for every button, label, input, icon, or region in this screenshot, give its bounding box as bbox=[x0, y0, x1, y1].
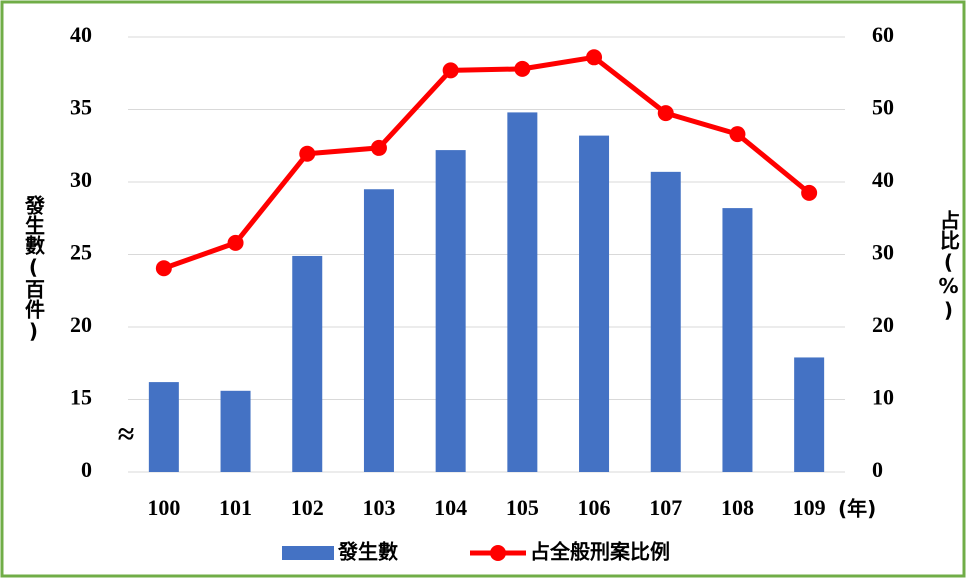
line-marker bbox=[801, 184, 818, 201]
bar bbox=[220, 390, 251, 472]
legend-label: 發生數 bbox=[337, 540, 398, 564]
line-marker bbox=[586, 49, 603, 66]
x-unit-label: (年) bbox=[838, 497, 876, 521]
y2-tick-label: 10 bbox=[872, 385, 894, 410]
y-tick-label: 20 bbox=[70, 312, 92, 337]
bar bbox=[148, 382, 179, 472]
bar bbox=[722, 208, 753, 472]
line-marker bbox=[514, 60, 531, 77]
y-tick-label: 0 bbox=[81, 457, 92, 482]
bar bbox=[579, 135, 610, 472]
x-tick-label: 106 bbox=[578, 495, 611, 520]
x-tick-label: 105 bbox=[506, 495, 539, 520]
x-tick-label: 107 bbox=[649, 495, 682, 520]
line-marker bbox=[227, 234, 244, 251]
y2-tick-label: 50 bbox=[872, 95, 894, 120]
line-marker bbox=[370, 139, 387, 156]
legend-swatch bbox=[490, 545, 506, 561]
bar bbox=[794, 357, 825, 472]
x-tick-label: 103 bbox=[362, 495, 395, 520]
y-axis-label: 發生數(百件) bbox=[22, 194, 46, 343]
bar bbox=[435, 150, 466, 472]
legend-label: 占全般刑案比例 bbox=[530, 540, 670, 564]
x-tick-label: 102 bbox=[291, 495, 324, 520]
line bbox=[163, 54, 811, 271]
bar bbox=[650, 171, 681, 472]
x-tick-label: 104 bbox=[434, 495, 467, 520]
y2-tick-label: 0 bbox=[872, 457, 883, 482]
y-tick-label: 35 bbox=[70, 95, 92, 120]
x-tick-label: 108 bbox=[721, 495, 754, 520]
y-tick-label: 15 bbox=[70, 385, 92, 410]
y2-tick-label: 40 bbox=[872, 167, 894, 192]
y2-tick-label: 20 bbox=[872, 312, 894, 337]
legend-swatch bbox=[282, 546, 334, 560]
axis-break: ≈ bbox=[118, 418, 134, 451]
line-marker bbox=[442, 62, 459, 79]
x-tick-label: 101 bbox=[219, 495, 252, 520]
line-marker bbox=[155, 260, 172, 277]
y2-axis-label: 占比(%) bbox=[937, 210, 961, 322]
y-tick-label: 25 bbox=[70, 240, 92, 265]
y-tick-label: 30 bbox=[70, 167, 92, 192]
y2-tick-label: 30 bbox=[872, 240, 894, 265]
line-marker bbox=[299, 145, 316, 162]
x-tick-label: 100 bbox=[147, 495, 180, 520]
bar bbox=[363, 189, 394, 472]
line-marker bbox=[729, 126, 746, 143]
bar bbox=[507, 112, 538, 473]
bar bbox=[292, 255, 323, 472]
y2-tick-label: 60 bbox=[872, 22, 894, 47]
y-tick-label: 40 bbox=[70, 22, 92, 47]
line-marker bbox=[657, 105, 674, 122]
x-tick-label: 109 bbox=[793, 495, 826, 520]
